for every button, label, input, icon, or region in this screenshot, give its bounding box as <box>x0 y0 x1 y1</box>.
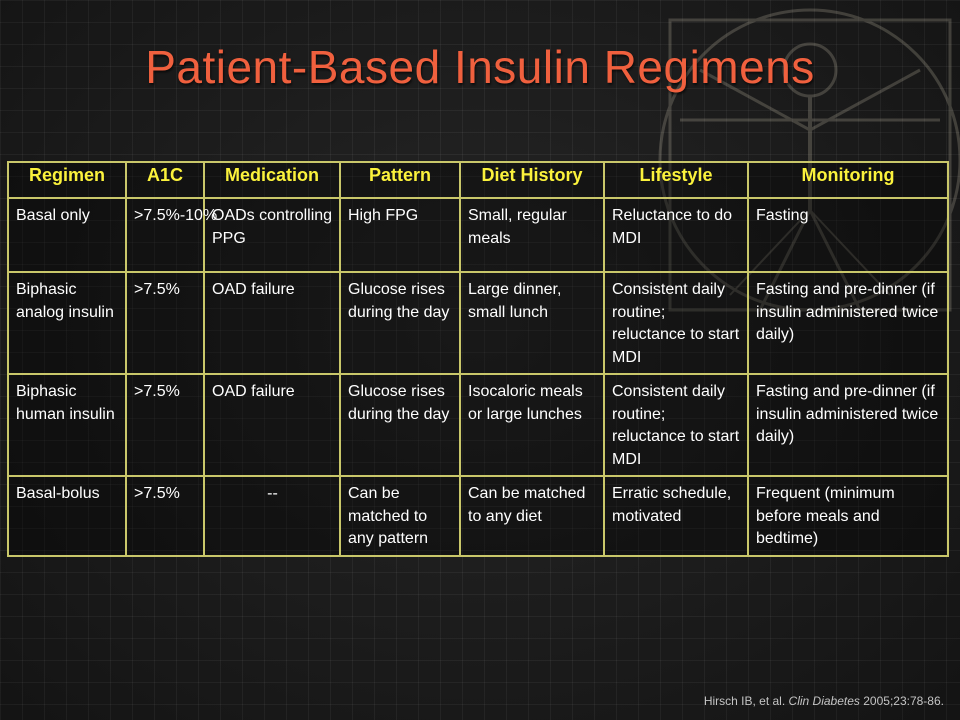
cell-regimen: Biphasic analog insulin <box>7 271 127 375</box>
citation-journal: Clin Diabetes <box>788 694 860 708</box>
header-diet-history: Diet History <box>459 161 605 199</box>
header-monitoring: Monitoring <box>747 161 949 199</box>
header-a1c: A1C <box>125 161 205 199</box>
cell-a1c: >7.5%-10% <box>125 197 217 273</box>
cell-diet-history: Can be matched to any diet <box>459 475 605 557</box>
cell-pattern: Can be matched to any pattern <box>339 475 461 557</box>
header-pattern: Pattern <box>339 161 461 199</box>
cell-diet-history: Small, regular meals <box>459 197 605 273</box>
header-lifestyle: Lifestyle <box>603 161 749 199</box>
cell-lifestyle: Consistent daily routine; reluctance to … <box>603 271 749 375</box>
cell-medication: OAD failure <box>203 271 341 375</box>
cell-diet-history: Isocaloric meals or large lunches <box>459 373 605 477</box>
insulin-regimen-table: Regimen A1C Medication Pattern Diet Hist… <box>7 161 949 557</box>
cell-monitoring: Fasting and pre-dinner (if insulin admin… <box>747 271 949 375</box>
header-regimen: Regimen <box>7 161 127 199</box>
cell-monitoring: Frequent (minimum before meals and bedti… <box>747 475 949 557</box>
citation: Hirsch IB, et al. Clin Diabetes 2005;23:… <box>704 694 944 708</box>
header-medication: Medication <box>203 161 341 199</box>
cell-medication: OAD failure <box>203 373 341 477</box>
cell-regimen: Biphasic human insulin <box>7 373 127 477</box>
cell-medication: -- <box>203 475 341 557</box>
cell-pattern: High FPG <box>339 197 461 273</box>
table-row: Biphasic analog insulin >7.5% OAD failur… <box>7 271 949 375</box>
cell-lifestyle: Consistent daily routine; reluctance to … <box>603 373 749 477</box>
cell-diet-history: Large dinner, small lunch <box>459 271 605 375</box>
cell-pattern: Glucose rises during the day <box>339 271 461 375</box>
table-row: Basal only >7.5%-10% OADs controlling PP… <box>7 197 949 273</box>
cell-regimen: Basal-bolus <box>7 475 127 557</box>
cell-a1c: >7.5% <box>125 373 205 477</box>
citation-details: 2005;23:78-86. <box>863 694 944 708</box>
cell-lifestyle: Erratic schedule, motivated <box>603 475 749 557</box>
table-header-row: Regimen A1C Medication Pattern Diet Hist… <box>7 161 949 199</box>
cell-regimen: Basal only <box>7 197 127 273</box>
table-row: Basal-bolus >7.5% -- Can be matched to a… <box>7 475 949 557</box>
citation-authors: Hirsch IB, et al. <box>703 694 786 708</box>
cell-a1c: >7.5% <box>125 271 205 375</box>
cell-pattern: Glucose rises during the day <box>339 373 461 477</box>
slide-title: Patient-Based Insulin Regimens <box>145 41 815 93</box>
cell-monitoring: Fasting <box>747 197 949 273</box>
cell-monitoring: Fasting and pre-dinner (if insulin admin… <box>747 373 949 477</box>
table-row: Biphasic human insulin >7.5% OAD failure… <box>7 373 949 477</box>
cell-a1c: >7.5% <box>125 475 205 557</box>
cell-lifestyle: Reluctance to do MDI <box>603 197 749 273</box>
cell-medication: OADs controlling PPG <box>203 197 341 273</box>
